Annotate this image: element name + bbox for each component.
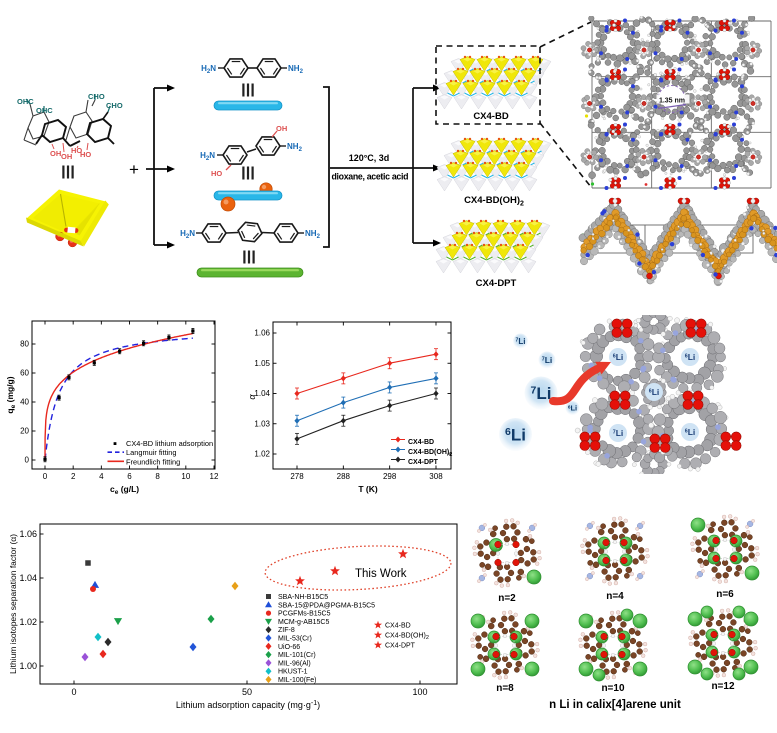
svg-text:1.05: 1.05 bbox=[254, 359, 270, 368]
svg-text:308: 308 bbox=[429, 472, 443, 481]
svg-text:1.06: 1.06 bbox=[254, 329, 270, 338]
svg-text:7Li: 7Li bbox=[613, 428, 624, 438]
svg-text:HO: HO bbox=[211, 169, 222, 178]
svg-text:NH2: NH2 bbox=[288, 64, 304, 75]
svg-text:8: 8 bbox=[155, 472, 160, 481]
svg-text:1.06: 1.06 bbox=[19, 529, 37, 539]
svg-text:0: 0 bbox=[43, 472, 48, 481]
svg-text:60: 60 bbox=[20, 369, 29, 378]
svg-text:MIL-96(Al): MIL-96(Al) bbox=[278, 660, 311, 667]
svg-text:T (K): T (K) bbox=[358, 484, 378, 494]
svg-text:6Li: 6Li bbox=[685, 427, 696, 437]
svg-text:HO: HO bbox=[80, 150, 91, 159]
svg-text:CX4-BD(OH)2: CX4-BD(OH)2 bbox=[385, 633, 429, 642]
svg-text:298: 298 bbox=[383, 472, 397, 481]
svg-text:n=6: n=6 bbox=[716, 589, 734, 600]
svg-text:1.35 nm: 1.35 nm bbox=[659, 98, 685, 105]
svg-text:20: 20 bbox=[20, 427, 29, 436]
svg-text:n Li in calix[4]arene unit: n Li in calix[4]arene unit bbox=[549, 699, 681, 711]
svg-text:6Li: 6Li bbox=[649, 387, 660, 397]
svg-text:CX4-BD: CX4-BD bbox=[385, 623, 411, 630]
svg-text:SBA-15@PDA@PGMA-B15C5: SBA-15@PDA@PGMA-B15C5 bbox=[278, 602, 375, 609]
svg-text:+: + bbox=[129, 160, 139, 179]
svg-text:278: 278 bbox=[290, 472, 304, 481]
svg-text:0: 0 bbox=[25, 456, 30, 465]
svg-text:n=4: n=4 bbox=[606, 591, 624, 602]
svg-text:Lithium adsorption capacity (m: Lithium adsorption capacity (mg·g-1) bbox=[176, 700, 320, 710]
svg-text:1.02: 1.02 bbox=[19, 617, 37, 627]
svg-text:7Li: 7Li bbox=[531, 384, 552, 403]
svg-text:MIL-100(Fe): MIL-100(Fe) bbox=[278, 677, 317, 684]
svg-text:CX4-BD: CX4-BD bbox=[408, 439, 434, 446]
svg-text:n=2: n=2 bbox=[498, 593, 516, 604]
svg-text:HKUST-1: HKUST-1 bbox=[278, 669, 308, 676]
svg-text:n=12: n=12 bbox=[711, 681, 735, 692]
svg-text:288: 288 bbox=[337, 472, 351, 481]
svg-text:HO: HO bbox=[71, 146, 82, 155]
svg-text:6Li: 6Li bbox=[568, 404, 577, 413]
svg-text:80: 80 bbox=[20, 340, 29, 349]
svg-text:1.00: 1.00 bbox=[19, 661, 37, 671]
svg-text:CHO: CHO bbox=[106, 101, 123, 110]
svg-text:n=10: n=10 bbox=[601, 683, 625, 694]
svg-text:6Li: 6Li bbox=[613, 352, 624, 362]
svg-text:n=8: n=8 bbox=[496, 683, 514, 694]
svg-text:100: 100 bbox=[412, 687, 427, 697]
svg-text:MCM-g-AB15C5: MCM-g-AB15C5 bbox=[278, 619, 329, 626]
svg-text:NH2: NH2 bbox=[305, 229, 321, 240]
svg-text:OH: OH bbox=[61, 152, 72, 161]
svg-text:NH2: NH2 bbox=[287, 142, 303, 153]
svg-text:CX4-BD(OH)2: CX4-BD(OH)2 bbox=[408, 449, 452, 458]
svg-text:α: α bbox=[247, 394, 257, 400]
svg-text:6Li: 6Li bbox=[505, 426, 526, 445]
svg-text:ZIF-8: ZIF-8 bbox=[278, 627, 295, 634]
svg-text:This Work: This Work bbox=[355, 568, 407, 580]
svg-text:2: 2 bbox=[71, 472, 76, 481]
svg-text:CX4-BD: CX4-BD bbox=[473, 111, 509, 122]
svg-text:qe (mg/g): qe (mg/g) bbox=[5, 376, 17, 413]
svg-text:6: 6 bbox=[127, 472, 132, 481]
svg-text:MIL-101(Cr): MIL-101(Cr) bbox=[278, 652, 316, 659]
svg-text:12: 12 bbox=[210, 472, 219, 481]
svg-text:10: 10 bbox=[181, 472, 190, 481]
svg-text:CX4-BD(OH)2: CX4-BD(OH)2 bbox=[464, 195, 524, 208]
svg-text:Lithium isotopes separation f: Lithium isotopes separation factor (α) bbox=[8, 534, 18, 674]
svg-text:SBA-NH-B15C5: SBA-NH-B15C5 bbox=[278, 594, 328, 601]
svg-text:CX4-DPT: CX4-DPT bbox=[385, 643, 416, 650]
svg-text:H2N: H2N bbox=[201, 64, 216, 75]
svg-text:dioxane, acetic acid: dioxane, acetic acid bbox=[332, 172, 409, 182]
svg-text:H2N: H2N bbox=[200, 151, 215, 162]
svg-text:4: 4 bbox=[99, 472, 104, 481]
svg-text:Langmuir fitting: Langmuir fitting bbox=[126, 448, 177, 457]
svg-text:MIL-53(Cr): MIL-53(Cr) bbox=[278, 636, 312, 643]
svg-text:120°C, 3d: 120°C, 3d bbox=[349, 153, 390, 163]
svg-text:H2N: H2N bbox=[180, 229, 195, 240]
svg-text:40: 40 bbox=[20, 398, 29, 407]
svg-text:7Li: 7Li bbox=[516, 337, 526, 346]
svg-text:6Li: 6Li bbox=[685, 352, 696, 362]
svg-text:7Li: 7Li bbox=[542, 355, 553, 365]
svg-text:OH: OH bbox=[50, 149, 61, 158]
svg-text:1.04: 1.04 bbox=[254, 389, 270, 398]
svg-text:1.04: 1.04 bbox=[19, 573, 37, 583]
svg-text:1.02: 1.02 bbox=[254, 450, 270, 459]
svg-text:50: 50 bbox=[242, 687, 252, 697]
svg-text:CX4-DPT: CX4-DPT bbox=[408, 459, 439, 466]
svg-text:UiO-66: UiO-66 bbox=[278, 644, 300, 651]
svg-text:1.03: 1.03 bbox=[254, 419, 270, 428]
svg-text:OHC: OHC bbox=[17, 97, 34, 106]
svg-text:Freundlich fitting: Freundlich fitting bbox=[126, 457, 180, 466]
svg-text:0: 0 bbox=[71, 687, 76, 697]
svg-text:CX4-DPT: CX4-DPT bbox=[476, 278, 517, 289]
svg-text:CHO: CHO bbox=[88, 92, 105, 101]
svg-text:OHC: OHC bbox=[36, 106, 53, 115]
svg-text:OH: OH bbox=[276, 124, 287, 133]
svg-text:PCGFMs-B15C5: PCGFMs-B15C5 bbox=[278, 611, 331, 618]
svg-text:CX4-BD lithium adsorption: CX4-BD lithium adsorption bbox=[126, 439, 213, 448]
